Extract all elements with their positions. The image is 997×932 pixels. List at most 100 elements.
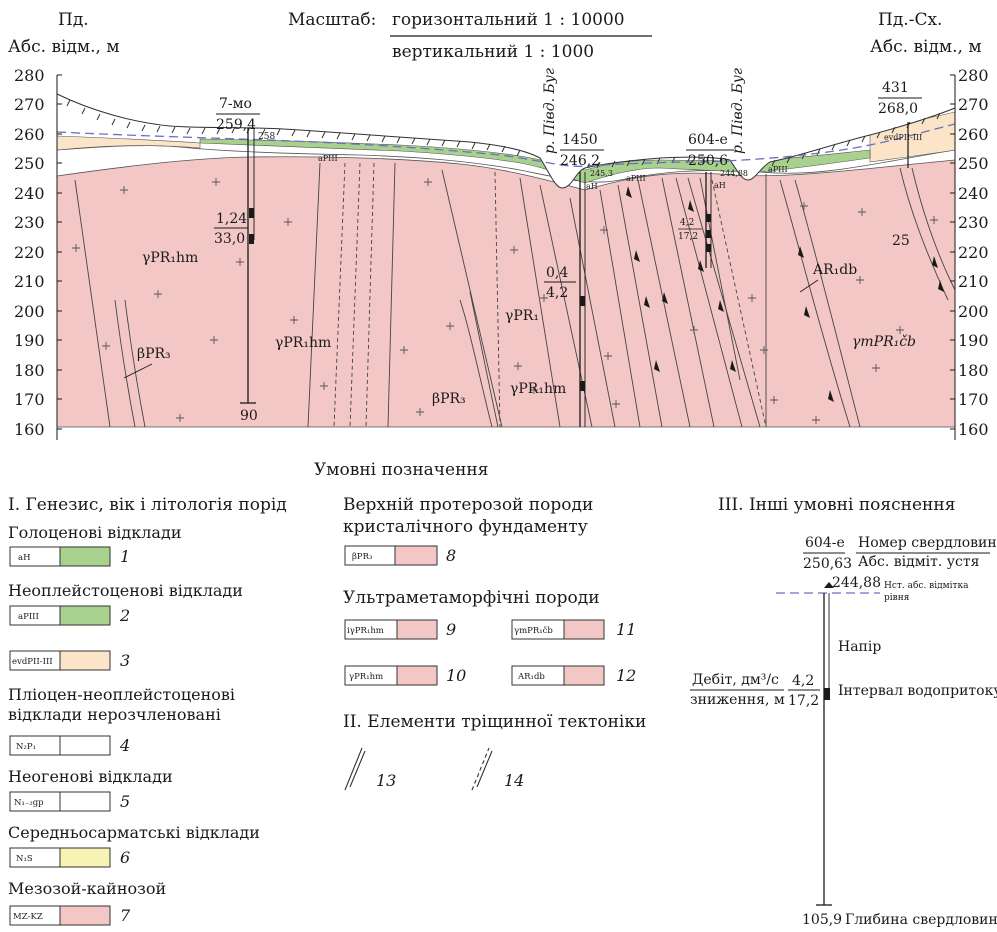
well-604e-elev: 250,6 (688, 153, 728, 169)
label-ap-2: aPIII (626, 174, 646, 183)
well-604e-debit: 4,2 (680, 218, 694, 228)
well-7mo-level: 258 (258, 132, 275, 142)
svg-text:6: 6 (120, 848, 130, 867)
svg-text:14: 14 (504, 771, 524, 790)
well-1450-number: 1450 (562, 132, 598, 148)
label-gamma-hm-lower: γPR₁hm (510, 381, 566, 397)
fault-arrows (626, 186, 944, 402)
well-7mo-number: 7-мо (219, 96, 252, 112)
svg-text:N₁S: N₁S (16, 854, 33, 864)
legend-item-8: βPR₃ 8 (344, 545, 456, 566)
well-1450: 1450 246,2 245,3 0,4 4,2 (544, 132, 613, 427)
svg-text:4: 4 (119, 736, 130, 755)
svg-text:210: 210 (958, 272, 989, 291)
label-ar1db: AR₁db (812, 262, 857, 278)
loam-strip-left (56, 135, 201, 151)
legend-heading-pliocene: Пліоцен-неоплейстоценові (8, 685, 235, 704)
svg-text:200: 200 (958, 302, 989, 321)
legend-depth-value: 105,9 (802, 912, 842, 928)
label-beta-lower: βPR₃ (432, 391, 466, 407)
well-7mo-drawdown: 33,0 (214, 231, 245, 247)
legend-column-1: І. Генезис, вік і літологія порід Голоце… (8, 495, 287, 926)
granite-basement (56, 156, 956, 428)
granite-cross-symbols (72, 178, 938, 424)
legend-item-11: γmPR₁čb 11 (511, 619, 636, 640)
svg-text:250: 250 (14, 154, 45, 173)
svg-text:220: 220 (14, 243, 45, 262)
legend-item-4: N₂P₁ 4 (9, 735, 130, 756)
fault-lines (74, 162, 956, 428)
well-7mo-elev: 259,4 (216, 117, 256, 133)
svg-text:170: 170 (958, 390, 989, 409)
legend-col1-title: І. Генезис, вік і літологія порід (8, 495, 287, 515)
right-axis-labels: 280 270 260 250 240 230 220 210 200 190 … (958, 66, 989, 439)
legend-item-12: AR₁db 12 (511, 665, 636, 686)
direction-south: Пд. (58, 10, 89, 30)
legend-item-5: N₁₋₂gp 5 (9, 791, 130, 812)
label-ap-3: aPIII (768, 165, 788, 174)
svg-text:210: 210 (14, 272, 45, 291)
legend-heading-pliocene-2: відклади нерозчленовані (8, 705, 221, 724)
svg-text:AR₁db: AR₁db (517, 672, 545, 682)
well-604e-drawdown: 17,2 (678, 232, 698, 242)
label-river-right: р. Півд. Буг (730, 68, 746, 154)
well-1450-drawdown: 4,2 (546, 285, 568, 301)
legend-pressure: Напір (838, 639, 881, 655)
legend-item-2: aPIII 2 (9, 605, 130, 626)
well-604e-number: 604-е (688, 132, 728, 148)
svg-text:γPR₁hm: γPR₁hm (349, 672, 383, 682)
legend-item-3: evdPII-III 3 (9, 650, 130, 671)
abs-label-right: Абс. відм., м (870, 37, 982, 57)
well-1450-elev: 246,2 (560, 153, 600, 169)
svg-text:200: 200 (14, 302, 45, 321)
leader-beta-left (123, 363, 153, 379)
svg-text:280: 280 (958, 66, 989, 85)
legend-item-14: 14 (471, 747, 524, 791)
legend-col2-title: Верхній протерозой породи (343, 495, 593, 515)
direction-south-east: Пд.-Сх. (878, 10, 942, 30)
label-ah-1: aH (586, 182, 598, 191)
svg-text:13: 13 (376, 771, 396, 790)
svg-text:9: 9 (446, 620, 456, 639)
well-7mo-debit: 1,24 (216, 211, 247, 227)
legend-column-2: Верхній протерозой породи кристалічного … (343, 495, 646, 791)
svg-text:240: 240 (14, 184, 45, 203)
weathering-crust-line (56, 145, 956, 183)
legend-heading-holocene: Голоценові відклади (8, 523, 181, 542)
well-431-dip: 25 (892, 233, 910, 249)
svg-text:iγPR₁hm: iγPR₁hm (347, 626, 384, 636)
legend-well-number: 604-е (805, 535, 845, 551)
svg-text:260: 260 (958, 125, 989, 144)
legend-debit-value: 4,2 (792, 673, 814, 689)
well-1450-level: 245,3 (590, 169, 613, 178)
well-7mo-depth: 90 (240, 408, 258, 424)
legend-title: Умовні позначення (314, 460, 488, 480)
well-604e: 604-е 250,6 244,88 4,2 17,2 (678, 132, 748, 268)
svg-text:170: 170 (14, 390, 45, 409)
legend-heading-mesozoic: Мезозой-кайнозой (8, 879, 166, 898)
svg-text:190: 190 (14, 331, 45, 350)
well-604e-level: 244,88 (720, 169, 748, 178)
svg-text:190: 190 (958, 331, 989, 350)
scale-horizontal: горизонтальний 1 : 10000 (392, 10, 625, 30)
svg-text:N₁₋₂gp: N₁₋₂gp (14, 798, 44, 808)
well-1450-debit: 0,4 (546, 265, 568, 281)
legend-heading-pleistocene: Неоплейстоценові відклади (8, 581, 243, 600)
svg-text:βPR₃: βPR₃ (352, 552, 372, 562)
svg-text:250: 250 (958, 154, 989, 173)
legend-item-1: aH 1 (9, 546, 130, 567)
label-river-left: р. Півд. Буг (542, 68, 558, 154)
svg-text:7: 7 (120, 906, 131, 925)
svg-text:aH: aH (18, 553, 30, 563)
leader-ar1db (799, 279, 819, 293)
legend-well-elev-desc: Абс. відміт. устя (858, 554, 980, 570)
svg-text:12: 12 (616, 666, 636, 685)
abs-label-left: Абс. відм., м (8, 37, 120, 57)
legend-item-9: iγPR₁hm 9 (344, 619, 456, 640)
svg-text:240: 240 (958, 184, 989, 203)
legend-heading-sarmatian: Середньосарматські відклади (8, 823, 260, 842)
svg-text:3: 3 (120, 651, 130, 670)
svg-text:220: 220 (958, 243, 989, 262)
legend-item-7: MZ-KZ 7 (9, 905, 131, 926)
svg-text:1: 1 (120, 547, 130, 566)
